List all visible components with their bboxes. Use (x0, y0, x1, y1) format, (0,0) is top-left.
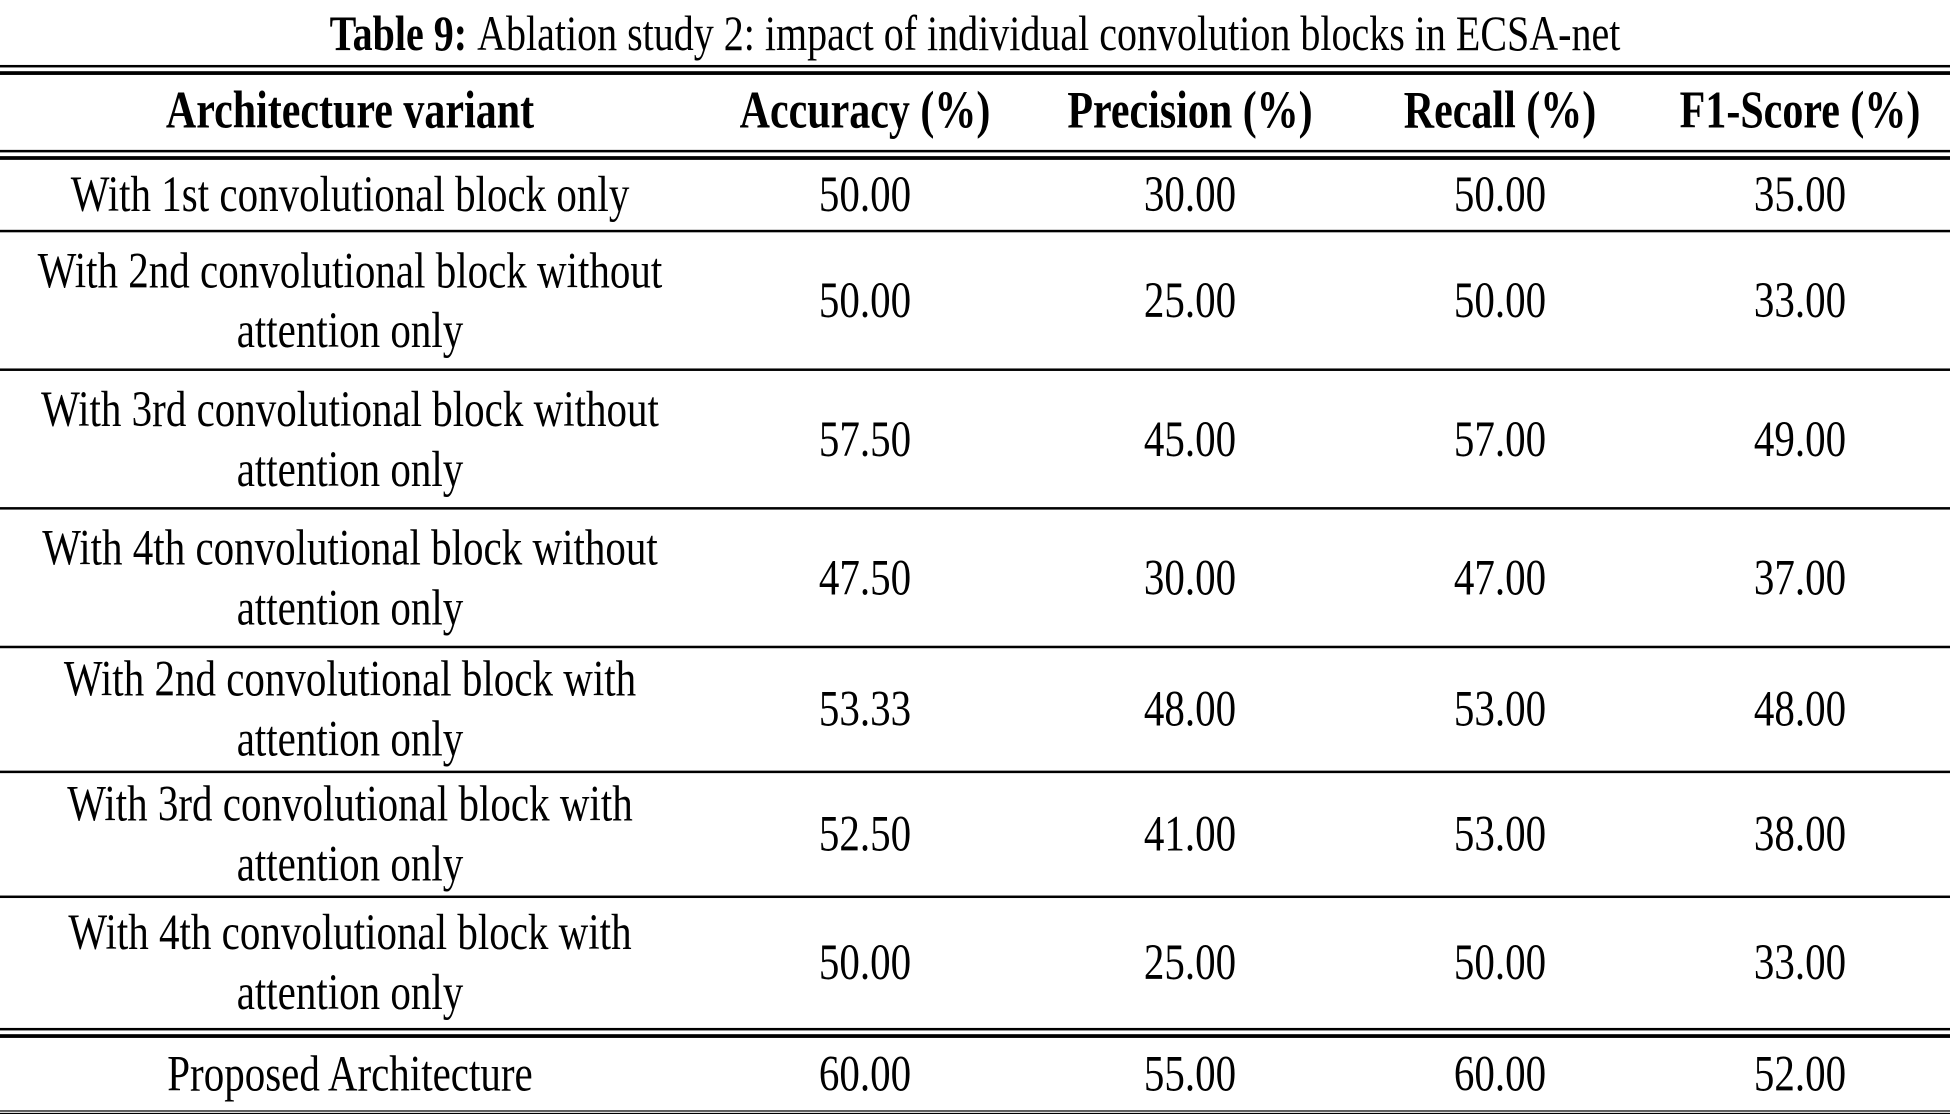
f1-cell: 33.00 (1753, 933, 1847, 991)
row-separator (0, 770, 1950, 774)
variant-cell: With 4th convolutional block without att… (42, 517, 658, 636)
f1-cell: 49.00 (1753, 409, 1847, 467)
table-row: With 4th convolutional block without att… (0, 510, 1950, 646)
table-bottom-rule (0, 1110, 1950, 1114)
accuracy-cell: 50.00 (818, 933, 912, 991)
col-header-variant: Architecture variant (165, 82, 535, 141)
precision-cell: 55.00 (1143, 1044, 1237, 1102)
precision-cell: 25.00 (1143, 933, 1237, 991)
precision-cell: 41.00 (1143, 804, 1237, 862)
variant-cell: With 2nd convolutional block without att… (37, 240, 663, 358)
accuracy-cell: 50.00 (818, 270, 912, 328)
col-header-recall: Recall (%) (1403, 82, 1597, 141)
variant-cell: With 3rd convolutional block without att… (41, 379, 659, 497)
col-header-f1: F1-Score (%) (1679, 82, 1921, 141)
row-separator (0, 229, 1950, 233)
precision-cell: 48.00 (1143, 679, 1237, 737)
precision-cell: 30.00 (1143, 547, 1237, 606)
f1-cell: 37.00 (1753, 547, 1847, 606)
accuracy-cell: 57.50 (818, 409, 912, 467)
variant-cell: With 3rd convolutional block with attent… (67, 774, 633, 892)
accuracy-cell: 52.50 (818, 804, 912, 862)
row-separator (0, 895, 1950, 899)
precision-cell: 30.00 (1143, 164, 1237, 223)
table-row: Proposed Architecture 60.00 55.00 60.00 … (0, 1038, 1950, 1110)
table-top-rule (0, 64, 1950, 75)
f1-cell: 52.00 (1753, 1044, 1847, 1102)
f1-cell: 33.00 (1753, 270, 1847, 328)
variant-cell: With 2nd convolutional block with attent… (63, 649, 637, 767)
caption-text: Ablation study 2: impact of individual c… (477, 4, 1621, 61)
recall-cell: 57.00 (1453, 409, 1547, 467)
f1-cell: 35.00 (1753, 164, 1847, 223)
pre-footer-rule (0, 1027, 1950, 1038)
recall-cell: 60.00 (1453, 1044, 1547, 1102)
header-row: Architecture variant Accuracy (%) Precis… (0, 75, 1950, 150)
table-row: With 3rd convolutional block without att… (0, 371, 1950, 507)
table-row: With 3rd convolutional block with attent… (0, 773, 1950, 895)
precision-cell: 45.00 (1143, 409, 1237, 467)
recall-cell: 53.00 (1453, 804, 1547, 862)
accuracy-cell: 47.50 (818, 547, 912, 606)
row-separator (0, 368, 1950, 371)
col-header-accuracy: Accuracy (%) (739, 82, 991, 141)
f1-cell: 38.00 (1753, 804, 1847, 862)
col-header-precision: Precision (%) (1067, 82, 1313, 141)
variant-cell: With 4th convolutional block with attent… (68, 903, 632, 1021)
recall-cell: 50.00 (1453, 933, 1547, 991)
table-caption: Table 9: Ablation study 2: impact of ind… (0, 0, 1950, 65)
variant-cell: With 1st convolutional block only (70, 164, 630, 223)
accuracy-cell: 53.33 (818, 679, 912, 737)
header-bottom-rule (0, 149, 1950, 160)
accuracy-cell: 50.00 (818, 164, 912, 223)
table-row: With 4th convolutional block with attent… (0, 898, 1950, 1028)
caption-label: Table 9: (329, 4, 468, 61)
table-row: With 2nd convolutional block without att… (0, 232, 1950, 368)
f1-cell: 48.00 (1753, 679, 1847, 737)
table-row: With 2nd convolutional block with attent… (0, 648, 1950, 770)
accuracy-cell: 60.00 (818, 1044, 912, 1102)
recall-cell: 50.00 (1453, 164, 1547, 223)
recall-cell: 50.00 (1453, 270, 1547, 328)
precision-cell: 25.00 (1143, 270, 1237, 328)
recall-cell: 47.00 (1453, 547, 1547, 606)
table-row: With 1st convolutional block only 50.00 … (0, 160, 1950, 230)
row-separator (0, 645, 1950, 649)
row-separator (0, 507, 1950, 510)
recall-cell: 53.00 (1453, 679, 1547, 737)
variant-cell: Proposed Architecture (167, 1044, 533, 1102)
